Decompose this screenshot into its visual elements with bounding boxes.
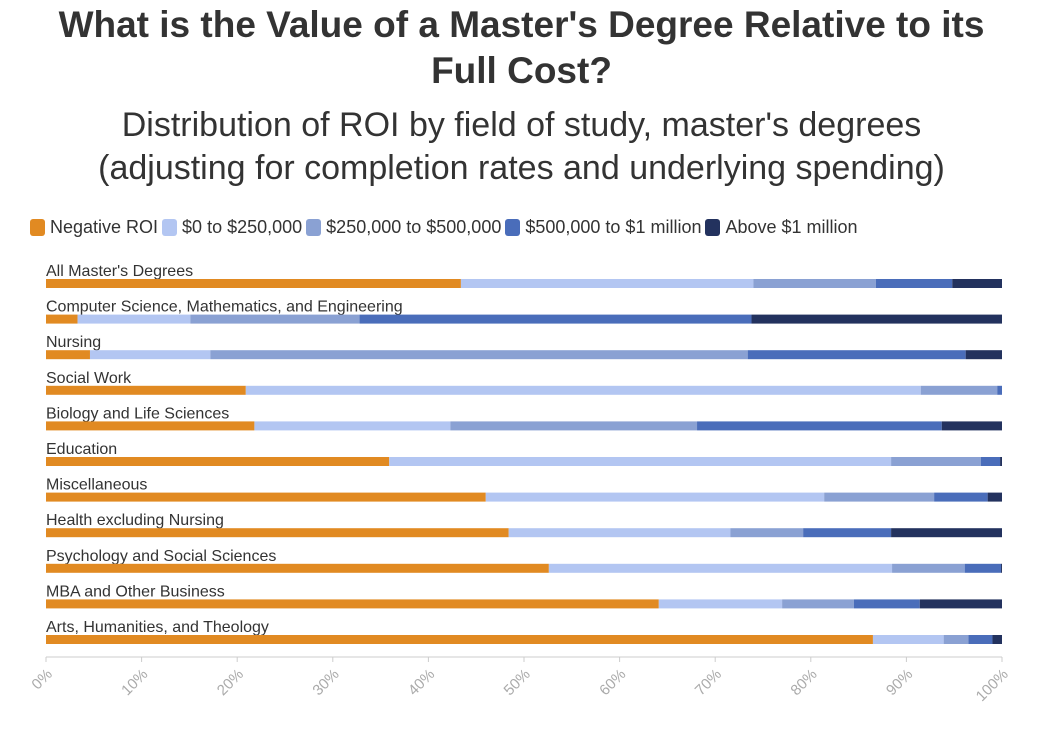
legend-item-0-to-250k[interactable]: $0 to $250,000 xyxy=(162,217,302,238)
x-tick-label: 60% xyxy=(596,666,629,699)
bar-segment-psychology-and-social-sciences-500-000-to-1-million[interactable] xyxy=(964,563,1002,573)
bar-segment-social-work-negative-roi[interactable] xyxy=(46,385,246,395)
bar-segment-social-work-500-000-to-1-million[interactable] xyxy=(997,385,1002,395)
x-tick-label: 30% xyxy=(309,666,342,699)
bar-segment-computer-science-mathematics-and-engineering-0-to-250-000[interactable] xyxy=(77,314,191,324)
category-label-education: Education xyxy=(46,441,117,458)
legend-swatch-above-1m xyxy=(705,218,721,236)
bar-segment-miscellaneous-negative-roi[interactable] xyxy=(46,492,486,502)
legend-item-500k-to-1m[interactable]: $500,000 to $1 million xyxy=(505,217,701,238)
legend-label-500k-to-1m: $500,000 to $1 million xyxy=(525,216,702,237)
bar-segment-all-master-s-degrees-negative-roi[interactable] xyxy=(46,279,461,288)
category-label-all-master-s-degrees: All Master's Degrees xyxy=(46,263,193,280)
category-label-mba-and-other-business: MBA and Other Business xyxy=(46,583,225,600)
bar-segment-biology-and-life-sciences-0-to-250-000[interactable] xyxy=(254,421,451,431)
bar-segment-arts-humanities-and-theology-0-to-250-000[interactable] xyxy=(872,635,944,644)
chart-title-line-1: What is the Value of a Master's Degree R… xyxy=(58,4,985,45)
bar-segment-computer-science-mathematics-and-engineering-negative-roi[interactable] xyxy=(46,314,78,324)
chart-subtitle: Distribution of ROI by field of study, m… xyxy=(0,104,1043,190)
bar-segment-all-master-s-degrees-above-1-million[interactable] xyxy=(952,279,1002,288)
bar-segment-education-0-to-250-000[interactable] xyxy=(389,457,892,466)
category-label-psychology-and-social-sciences: Psychology and Social Sciences xyxy=(46,548,276,565)
bar-segment-all-master-s-degrees-0-to-250-000[interactable] xyxy=(460,279,754,288)
legend-item-250k-to-500k[interactable]: $250,000 to $500,000 xyxy=(306,217,501,238)
bar-segment-miscellaneous-above-1-million[interactable] xyxy=(987,492,1002,502)
bar-segment-education-above-1-million[interactable] xyxy=(1000,457,1002,466)
bar-segment-miscellaneous-500-000-to-1-million[interactable] xyxy=(934,492,988,502)
x-tick-label: 70% xyxy=(692,666,725,699)
category-label-social-work: Social Work xyxy=(46,370,132,387)
category-label-biology-and-life-sciences: Biology and Life Sciences xyxy=(46,405,229,422)
bar-segment-arts-humanities-and-theology-above-1-million[interactable] xyxy=(992,635,1002,644)
bar-segment-miscellaneous-250-000-to-500-000[interactable] xyxy=(824,492,935,502)
bar-segment-psychology-and-social-sciences-0-to-250-000[interactable] xyxy=(548,563,893,573)
x-tick-label: 0% xyxy=(28,666,55,693)
stacked-bar-chart: All Master's Degrees Computer Science, Ma… xyxy=(28,263,1012,705)
bar-segment-mba-and-other-business-500-000-to-1-million[interactable] xyxy=(853,599,920,609)
legend-label-above-1m: Above $1 million xyxy=(725,216,858,237)
legend-swatch-0-to-250k xyxy=(162,218,178,236)
bar-segment-education-500-000-to-1-million[interactable] xyxy=(980,457,1001,466)
x-tick-label: 50% xyxy=(501,666,534,699)
bar-segment-health-excluding-nursing-above-1-million[interactable] xyxy=(891,528,1002,538)
bar-segment-all-master-s-degrees-250-000-to-500-000[interactable] xyxy=(753,279,876,288)
bar-segment-computer-science-mathematics-and-engineering-above-1-million[interactable] xyxy=(751,314,1002,324)
legend-swatch-negative-roi xyxy=(30,218,45,236)
x-tick-label: 20% xyxy=(214,666,247,699)
bar-segment-biology-and-life-sciences-negative-roi[interactable] xyxy=(46,421,255,431)
bar-segment-psychology-and-social-sciences-negative-roi[interactable] xyxy=(46,563,549,573)
category-label-computer-science-mathematics-and-engineering: Computer Science, Mathematics, and Engin… xyxy=(46,299,403,316)
x-tick-label: 100% xyxy=(973,666,1012,705)
bar-segment-nursing-negative-roi[interactable] xyxy=(46,350,90,360)
category-label-arts-humanities-and-theology: Arts, Humanities, and Theology xyxy=(46,619,269,636)
category-label-health-excluding-nursing: Health excluding Nursing xyxy=(46,512,224,529)
bar-segment-nursing-0-to-250-000[interactable] xyxy=(89,350,211,360)
bar-segment-mba-and-other-business-above-1-million[interactable] xyxy=(919,599,1002,609)
bar-segment-nursing-above-1-million[interactable] xyxy=(965,350,1002,360)
bar-segment-education-negative-roi[interactable] xyxy=(46,457,390,466)
bar-segment-health-excluding-nursing-0-to-250-000[interactable] xyxy=(508,528,731,538)
bar-segment-psychology-and-social-sciences-250-000-to-500-000[interactable] xyxy=(892,563,965,573)
bar-segment-all-master-s-degrees-500-000-to-1-million[interactable] xyxy=(875,279,953,288)
chart-subtitle-line-2: (adjusting for completion rates and unde… xyxy=(98,149,945,187)
chart-subtitle-line-1: Distribution of ROI by field of study, m… xyxy=(121,106,922,144)
legend-label-negative-roi: Negative ROI xyxy=(50,216,159,237)
bar-segment-biology-and-life-sciences-250-000-to-500-000[interactable] xyxy=(450,421,698,431)
bar-segment-arts-humanities-and-theology-250-000-to-500-000[interactable] xyxy=(943,635,969,644)
bar-segment-arts-humanities-and-theology-500-000-to-1-million[interactable] xyxy=(968,635,993,644)
bar-segment-mba-and-other-business-250-000-to-500-000[interactable] xyxy=(782,599,854,609)
bar-segment-health-excluding-nursing-250-000-to-500-000[interactable] xyxy=(730,528,804,538)
legend-label-0-to-250k: $0 to $250,000 xyxy=(182,216,303,237)
bar-segment-computer-science-mathematics-and-engineering-500-000-to-1-million[interactable] xyxy=(359,314,752,324)
bar-segment-mba-and-other-business-0-to-250-000[interactable] xyxy=(658,599,783,609)
x-tick-label: 90% xyxy=(883,666,916,699)
bar-segment-miscellaneous-0-to-250-000[interactable] xyxy=(485,492,825,502)
category-label-miscellaneous: Miscellaneous xyxy=(46,477,147,494)
legend-swatch-500k-to-1m xyxy=(505,218,521,236)
legend-swatch-250k-to-500k xyxy=(306,218,322,236)
bar-segment-mba-and-other-business-negative-roi[interactable] xyxy=(46,599,659,609)
bar-segment-biology-and-life-sciences-500-000-to-1-million[interactable] xyxy=(697,421,942,431)
bar-segment-health-excluding-nursing-negative-roi[interactable] xyxy=(46,528,509,538)
chart-title: What is the Value of a Master's Degree R… xyxy=(0,2,1043,94)
legend-item-above-1m[interactable]: Above $1 million xyxy=(705,216,858,238)
bar-segment-biology-and-life-sciences-above-1-million[interactable] xyxy=(941,421,1002,431)
x-tick-label: 40% xyxy=(405,666,438,699)
bar-segment-arts-humanities-and-theology-negative-roi[interactable] xyxy=(46,635,873,644)
bar-segment-education-250-000-to-500-000[interactable] xyxy=(891,457,981,466)
bar-segment-nursing-250-000-to-500-000[interactable] xyxy=(210,350,748,360)
bar-segment-computer-science-mathematics-and-engineering-250-000-to-500-000[interactable] xyxy=(190,314,360,324)
bar-segment-psychology-and-social-sciences-above-1-million[interactable] xyxy=(1001,563,1002,573)
chart-legend: Negative ROI $0 to $250,000 $250,000 to … xyxy=(30,215,862,239)
legend-item-negative-roi[interactable]: Negative ROI xyxy=(30,217,158,238)
bar-segment-social-work-0-to-250-000[interactable] xyxy=(245,385,921,395)
bar-segment-social-work-250-000-to-500-000[interactable] xyxy=(920,385,998,395)
x-tick-label: 80% xyxy=(787,666,820,699)
x-tick-label: 10% xyxy=(118,666,151,699)
chart-title-line-2: Full Cost? xyxy=(431,50,612,91)
legend-label-250k-to-500k: $250,000 to $500,000 xyxy=(326,216,502,237)
category-label-nursing: Nursing xyxy=(46,334,101,351)
bar-segment-health-excluding-nursing-500-000-to-1-million[interactable] xyxy=(803,528,892,538)
bar-segment-nursing-500-000-to-1-million[interactable] xyxy=(747,350,966,360)
